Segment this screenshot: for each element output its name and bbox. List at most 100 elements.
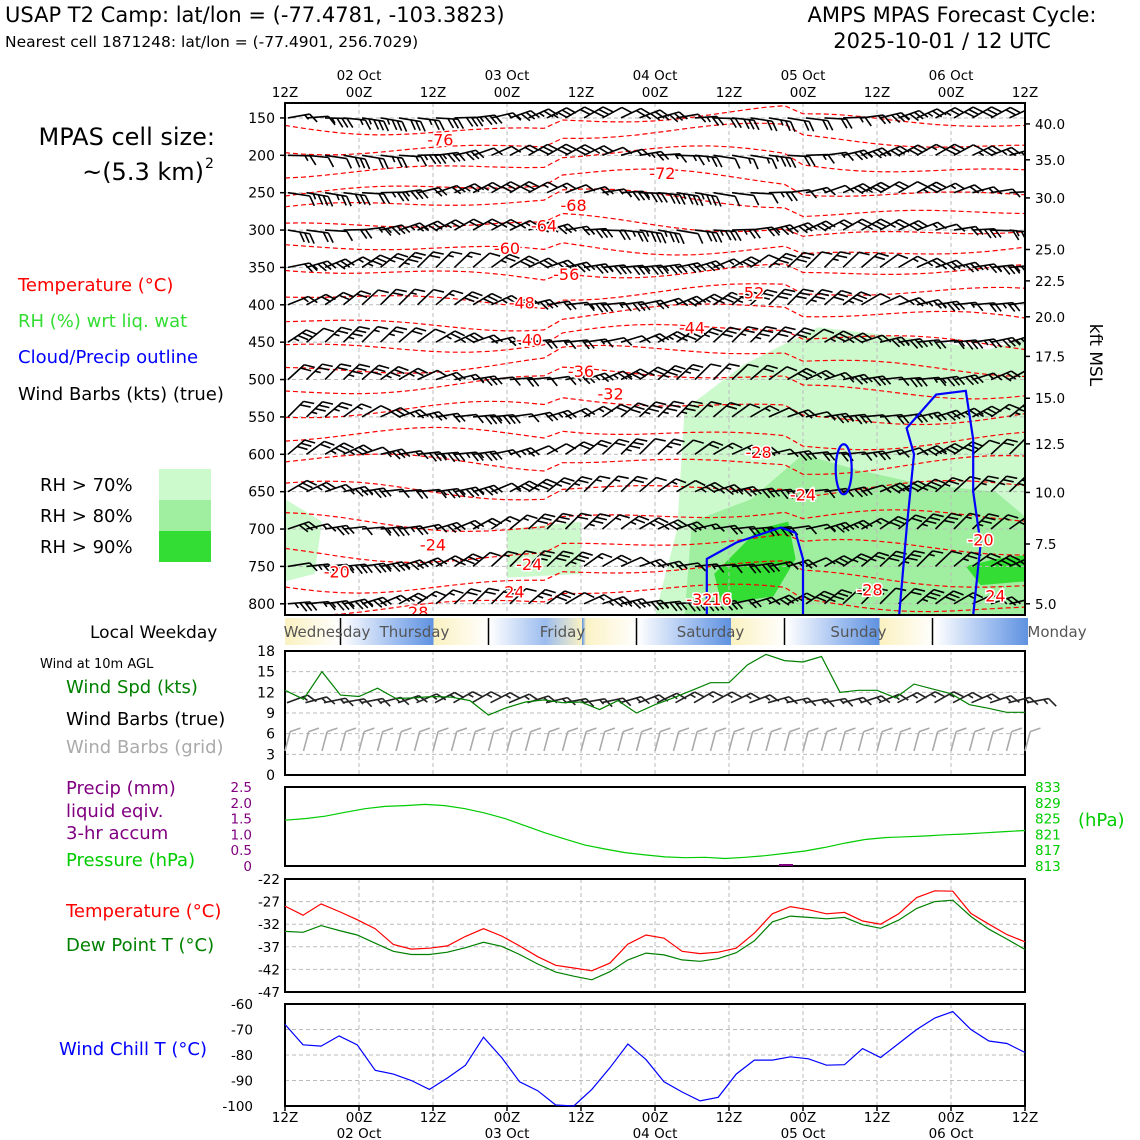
barb-flag	[1012, 188, 1021, 198]
barb-staff	[898, 376, 921, 381]
barb-staff	[765, 731, 772, 752]
barb-flag	[622, 727, 634, 733]
barb-staff	[787, 450, 810, 456]
barb-flag	[1021, 479, 1025, 484]
barb-staff	[768, 154, 791, 159]
upper-air-wind-barb	[972, 594, 1003, 605]
rh-region	[507, 521, 581, 578]
barb-flag	[1046, 364, 1056, 375]
surface-wind-barb-grid	[450, 727, 468, 752]
barb-flag	[748, 599, 757, 609]
barb-half-flag	[460, 338, 467, 344]
barb-staff	[857, 731, 865, 752]
barb-half-flag	[725, 366, 732, 370]
barb-staff	[1028, 300, 1050, 305]
barb-flag	[621, 106, 632, 114]
barb-staff	[343, 154, 366, 160]
barb-half-flag	[409, 412, 416, 418]
barb-flag	[945, 148, 956, 155]
barb-half-flag	[317, 564, 323, 571]
barb-half-flag	[445, 335, 452, 340]
upper-air-wind-barb	[805, 328, 835, 343]
barb-staff	[528, 478, 548, 493]
barb-flag	[472, 553, 484, 559]
upper-air-wind-barb	[602, 106, 632, 119]
barb-flag	[555, 519, 567, 524]
barb-flag	[600, 439, 612, 445]
barb-half-flag	[479, 452, 485, 459]
upper-air-wind-barb	[861, 375, 892, 387]
upper-air-wind-barb	[657, 364, 686, 381]
barb-staff	[287, 295, 309, 306]
barb-flag	[505, 183, 517, 190]
barb-half-flag	[505, 518, 512, 523]
upper-air-wind-barb	[879, 218, 910, 231]
wind-chill-tick-label: -90	[231, 1074, 253, 1090]
barb-staff	[842, 373, 865, 381]
barb-half-flag	[764, 696, 771, 701]
upper-air-wind-barb	[805, 557, 836, 568]
barb-staff	[324, 154, 347, 160]
barb-flag	[457, 412, 466, 422]
barb-flag	[972, 106, 984, 113]
barb-half-flag	[783, 697, 790, 703]
temperature-tick-label: -47	[258, 985, 280, 1001]
time-axes: 12Z12Z00Z00Z12Z12Z00Z00Z12Z12Z00Z00Z12Z1…	[272, 68, 1038, 1140]
swatch-rh70	[159, 469, 211, 500]
barb-flag	[871, 186, 883, 194]
barb-flag	[391, 563, 401, 573]
barb-flag	[452, 413, 461, 423]
barb-flag	[382, 727, 394, 733]
upper-air-wind-barb	[620, 229, 649, 243]
barb-flag	[750, 692, 761, 700]
barb-flag	[785, 489, 794, 499]
barb-staff	[491, 413, 514, 418]
barb-staff	[620, 229, 643, 234]
barb-staff	[432, 731, 439, 752]
barb-flag	[984, 478, 996, 483]
barb-flag	[913, 550, 925, 554]
barb-flag	[317, 194, 324, 205]
barb-half-flag	[904, 340, 910, 347]
upper-air-wind-barb	[620, 556, 651, 568]
barb-flag	[475, 149, 485, 159]
barb-flag	[711, 231, 718, 243]
barb-flag	[604, 727, 616, 733]
barb-flag	[582, 551, 593, 556]
upper-air-wind-barb	[657, 191, 686, 205]
barb-flag	[632, 191, 641, 201]
barb-flag	[695, 479, 706, 487]
barb-staff	[546, 143, 567, 156]
barb-staff	[398, 154, 422, 158]
upper-air-wind-barb	[676, 329, 706, 343]
legend-temp2: Temperature (°C)	[65, 901, 221, 922]
barb-staff	[361, 191, 385, 195]
barb-staff	[861, 147, 883, 157]
barb-flag	[692, 194, 699, 206]
main-plot-frame	[284, 102, 1026, 616]
barb-flag	[482, 297, 494, 305]
barb-staff	[713, 191, 736, 198]
upper-air-wind-barb	[306, 229, 334, 243]
barb-flag	[956, 300, 966, 310]
barb-flag	[562, 261, 573, 270]
surface-wind-barb-true	[712, 691, 742, 704]
barb-flag	[537, 520, 549, 525]
barb-staff	[953, 301, 976, 306]
barb-flag	[656, 476, 667, 482]
upper-air-wind-barb	[472, 484, 503, 496]
barb-staff	[1028, 367, 1046, 379]
barb-half-flag	[333, 333, 340, 337]
barb-half-flag	[830, 337, 837, 343]
barb-staff	[417, 186, 440, 194]
swatch-rh90	[159, 531, 211, 562]
barb-staff	[916, 445, 938, 456]
barb-half-flag	[978, 229, 984, 235]
upper-air-wind-barb	[361, 562, 392, 574]
barb-half-flag	[630, 521, 637, 526]
barb-half-flag	[386, 118, 391, 125]
barb-staff	[380, 488, 403, 493]
barb-flag	[428, 452, 437, 462]
barb-flag	[1048, 331, 1057, 342]
barb-flag	[669, 265, 678, 275]
